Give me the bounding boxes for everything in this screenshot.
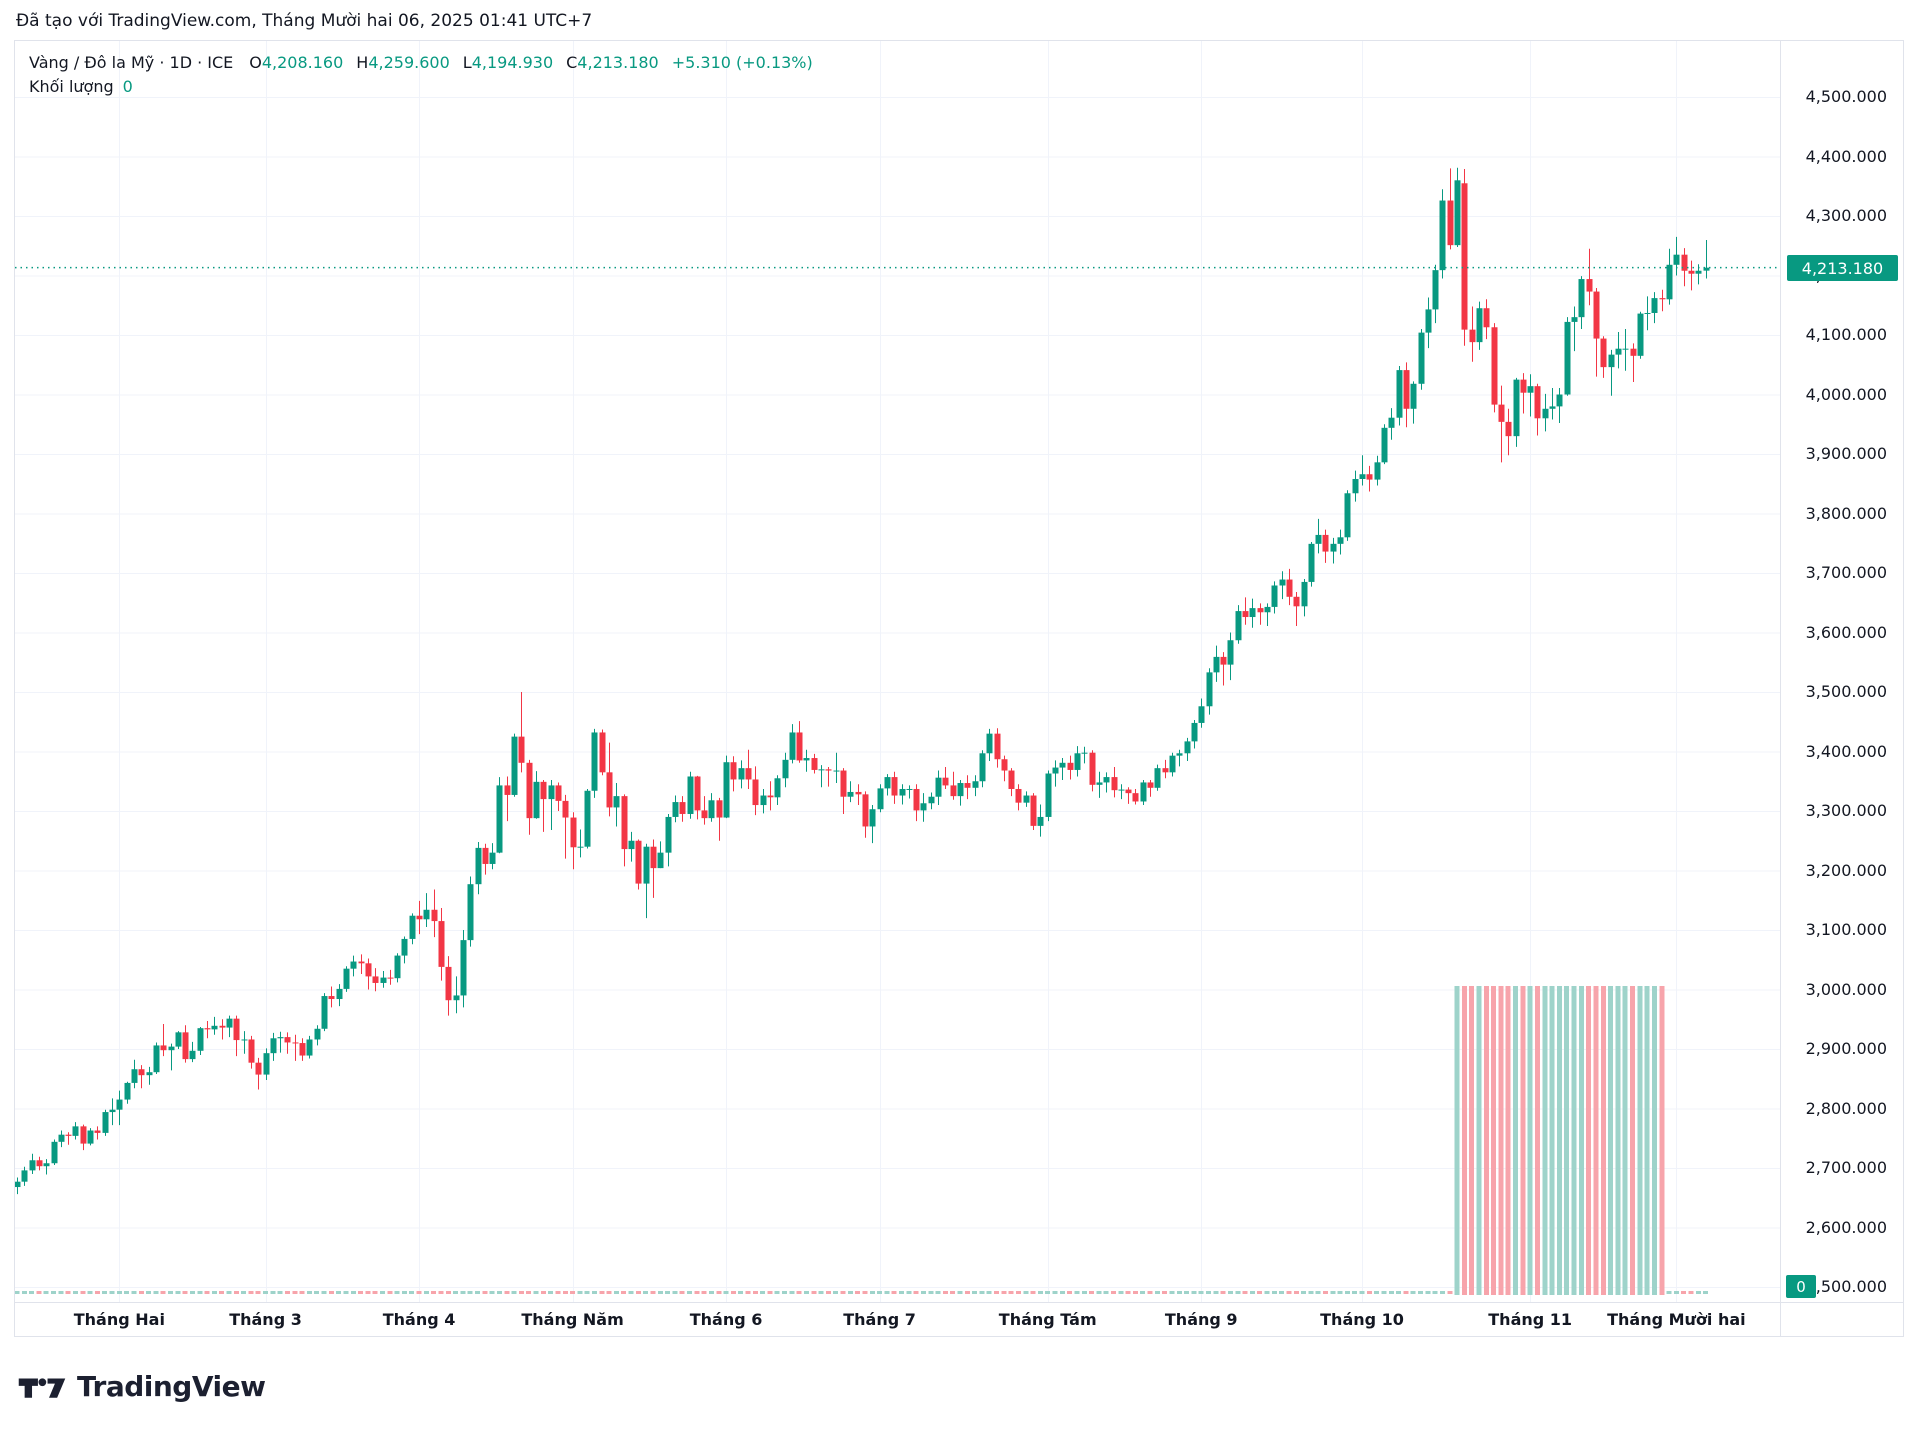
time-tick-label: Tháng Mười hai [1607, 1310, 1746, 1329]
time-tick-label: Tháng Tám [998, 1310, 1097, 1329]
price-scale[interactable]: 4,500.0004,400.0004,300.0004,200.0004,10… [1783, 40, 1904, 1337]
volume-layer [14, 986, 1709, 1295]
time-tick-label: Tháng Hai [73, 1310, 165, 1329]
time-tick-label: Tháng 9 [1164, 1310, 1238, 1329]
logo-text: TradingView [77, 1370, 266, 1403]
price-tick-label: 2,700.000 [1805, 1158, 1887, 1177]
price-tick-label: 3,100.000 [1805, 920, 1887, 939]
price-tick-label: 4,000.000 [1805, 384, 1887, 404]
chart-border [14, 40, 1904, 1337]
time-tick-label: Tháng 4 [382, 1310, 456, 1329]
price-tick-label: 2,800.000 [1805, 1098, 1887, 1118]
time-tick-label: Tháng 10 [1320, 1310, 1404, 1329]
price-tick-label: 3,700.000 [1805, 563, 1887, 582]
attribution-text: Đã tạo với TradingView.com, Tháng Mười h… [16, 11, 593, 31]
price-tick-label: 2,500.000 [1805, 1277, 1887, 1296]
time-tick-label: Tháng 3 [229, 1310, 302, 1329]
price-tick-label: 3,800.000 [1805, 503, 1887, 523]
price-tick-label: 2,600.000 [1805, 1217, 1887, 1237]
symbol-title: Vàng / Đô la Mỹ · 1D · ICE [29, 53, 234, 72]
price-tick-label: 3,300.000 [1805, 801, 1887, 820]
volume-value: 0 [122, 77, 133, 96]
tradingview-logo-icon [18, 1377, 66, 1398]
tradingview-logo[interactable]: TradingView [18, 1370, 266, 1403]
ohlc-open: O4,208.160 [249, 53, 344, 72]
price-tick-label: 4,300.000 [1805, 206, 1887, 225]
time-tick-label: Tháng 6 [689, 1310, 763, 1329]
symbol-legend[interactable]: Vàng / Đô la Mỹ · 1D · ICE O4,208.160 H4… [29, 53, 813, 72]
volume-legend[interactable]: Khối lượng 0 [29, 77, 133, 96]
volume-label: Khối lượng [29, 77, 114, 96]
time-tick-label: Tháng Năm [521, 1310, 624, 1329]
price-tick-label: 4,500.000 [1805, 87, 1887, 106]
ohlc-high: H4,259.600 [356, 53, 450, 72]
price-tick-label: 3,600.000 [1805, 622, 1887, 642]
ohlc-low: L4,194.930 [462, 53, 554, 72]
time-tick-label: Tháng 11 [1488, 1310, 1573, 1329]
ohlc-close: C4,213.180 [566, 53, 659, 72]
candles-layer [14, 167, 1710, 1195]
time-scale[interactable]: Tháng Hai Tháng 3 Tháng 4 Tháng Năm Tháng 6 T… [14, 1303, 1904, 1337]
price-tick-label: 3,400.000 [1805, 741, 1887, 761]
volume-zero-badge: 0 [1786, 1275, 1816, 1298]
price-tick-label: 3,200.000 [1805, 860, 1887, 880]
price-tick-label: 3,000.000 [1805, 979, 1887, 999]
price-tick-label: 4,100.000 [1805, 325, 1887, 344]
last-price-badge: 4,213.180 [1787, 255, 1898, 281]
price-tick-label: 2,900.000 [1805, 1039, 1887, 1058]
price-tick-label: 4,400.000 [1805, 146, 1887, 166]
price-tick-label: 3,900.000 [1805, 444, 1887, 463]
price-change: +5.310 (+0.13%) [671, 53, 813, 72]
time-tick-label: Tháng 7 [843, 1310, 916, 1329]
price-tick-label: 3,500.000 [1805, 682, 1887, 701]
